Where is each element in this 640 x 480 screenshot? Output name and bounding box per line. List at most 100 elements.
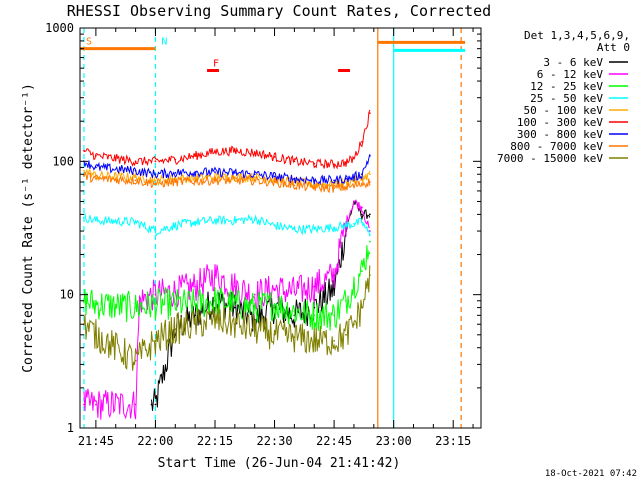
legend-label-3: 25 - 50 keV	[530, 92, 603, 105]
data-point	[233, 306, 236, 309]
chart-title: RHESSI Observing Summary Count Rates, Co…	[67, 2, 491, 20]
plot-area	[83, 28, 462, 428]
data-point	[83, 174, 85, 177]
data-point	[194, 180, 197, 183]
data-point	[134, 169, 137, 172]
data-point	[94, 219, 97, 222]
data-point	[273, 333, 276, 336]
data-point	[273, 181, 276, 183]
legend-header-1: Att 0	[597, 41, 630, 54]
x-tick-label: 21:45	[78, 434, 114, 448]
data-point	[154, 403, 157, 406]
data-point	[345, 333, 347, 336]
data-point	[253, 151, 256, 154]
legend-label-0: 3 - 6 keV	[543, 56, 603, 69]
x-axis-label: Start Time (26-Jun-04 21:41:42)	[158, 456, 401, 471]
x-tick-label: 22:30	[256, 434, 292, 448]
data-point	[154, 230, 157, 232]
data-point	[233, 171, 236, 174]
y-tick-label: 1	[67, 421, 74, 435]
data-point	[134, 179, 137, 182]
data-point	[214, 318, 216, 321]
data-point	[154, 293, 157, 296]
data-point	[293, 228, 296, 231]
data-point	[233, 179, 236, 182]
data-point	[368, 274, 371, 277]
data-point	[360, 140, 363, 143]
data-point	[174, 181, 177, 183]
series-line	[83, 170, 371, 194]
data-point	[353, 157, 355, 160]
data-point	[345, 224, 347, 227]
data-point	[134, 160, 137, 163]
data-point	[353, 185, 355, 188]
series-line	[83, 212, 371, 237]
data-point	[154, 173, 157, 176]
series-line	[83, 199, 370, 420]
x-tick-label: 22:15	[197, 434, 233, 448]
data-point	[194, 221, 197, 224]
data-point	[313, 162, 316, 165]
data-point	[368, 173, 371, 176]
data-point	[214, 274, 216, 277]
data-point	[313, 228, 316, 231]
legend-label-1: 6 - 12 keV	[537, 68, 604, 81]
axes: 21:45 22:00 22:15 22:30 22:45 23:00 23:15 1 10 10…	[21, 21, 482, 448]
flag-label-1: N	[161, 37, 167, 48]
data-point	[333, 288, 335, 291]
data-point	[345, 299, 347, 302]
data-point	[353, 176, 355, 179]
data-point	[360, 206, 363, 209]
data-point	[214, 299, 216, 302]
data-point	[214, 219, 216, 222]
flag-label-0: S	[86, 37, 92, 48]
data-point	[233, 285, 236, 288]
x-tick-label: 22:45	[316, 434, 352, 448]
series-line	[83, 265, 371, 371]
legend-label-8: 7000 - 15000 keV	[497, 152, 603, 165]
data-point	[313, 186, 316, 189]
data-point	[154, 179, 157, 182]
data-point	[194, 303, 197, 305]
data-point	[194, 285, 197, 288]
data-point	[360, 213, 363, 216]
data-point	[273, 224, 276, 227]
data-point	[313, 179, 316, 182]
series-7	[83, 170, 371, 194]
data-point	[293, 184, 296, 187]
data-point	[253, 179, 256, 182]
data-point	[353, 323, 355, 326]
data-point	[83, 403, 85, 406]
data-point	[194, 314, 197, 317]
data-point	[194, 154, 197, 157]
data-point	[233, 219, 236, 222]
legend-header-0: Det 1,3,4,5,6,9,	[524, 29, 630, 42]
data-point	[134, 403, 137, 406]
data-point	[353, 283, 355, 286]
data-point	[368, 240, 371, 243]
data-point	[333, 187, 335, 189]
data-point	[293, 310, 296, 313]
legend-label-5: 100 - 300 keV	[517, 116, 603, 129]
data-point	[174, 328, 177, 331]
legend-label-4: 50 - 100 keV	[524, 104, 604, 117]
data-point	[150, 403, 153, 406]
data-point	[253, 176, 256, 179]
data-point	[83, 216, 85, 219]
data-point	[345, 161, 347, 164]
data-point	[174, 224, 177, 227]
data-point	[333, 314, 335, 317]
data-point	[333, 163, 335, 166]
data-point	[333, 226, 335, 229]
series-3	[83, 212, 371, 237]
data-point	[94, 177, 97, 180]
data-point	[174, 303, 177, 305]
data-point	[333, 274, 335, 277]
data-point	[94, 333, 97, 336]
data-point	[134, 359, 137, 362]
series-line	[83, 245, 371, 331]
footer-timestamp: 18-Oct-2021 07:42	[545, 469, 637, 479]
data-point	[214, 150, 216, 153]
y-tick-label: 1000	[45, 21, 74, 35]
data-point	[360, 306, 363, 309]
